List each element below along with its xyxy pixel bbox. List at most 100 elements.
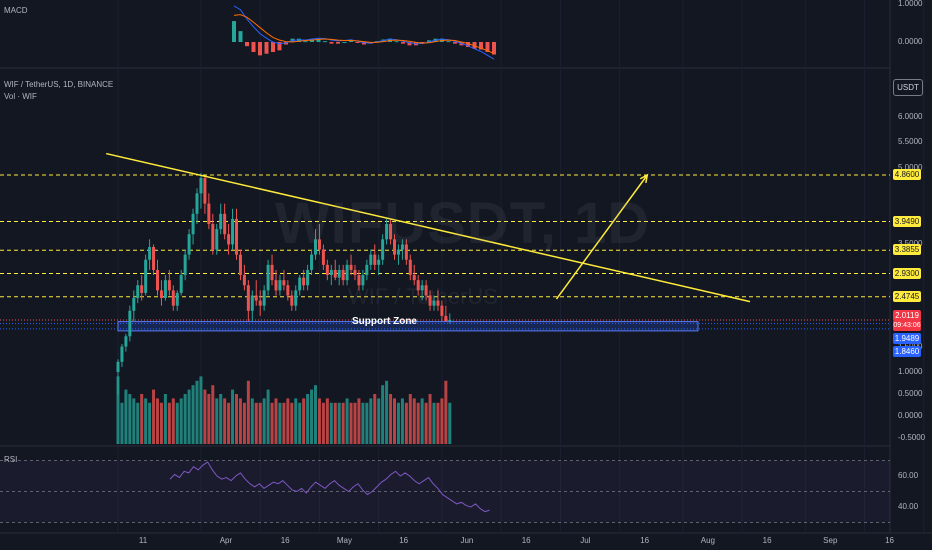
macd-histogram-bar <box>394 41 399 43</box>
candle-body <box>385 224 389 240</box>
volume-bar <box>345 398 349 444</box>
candle-body <box>448 319 452 321</box>
volume-legend: Vol · WIF <box>4 92 37 101</box>
symbol-watermark: WIFUSDT, 1D <box>275 191 651 256</box>
volume-bar <box>183 394 187 444</box>
price-axis-label: 5.5000 <box>898 137 923 147</box>
volume-bar <box>325 398 329 444</box>
candlesticks <box>116 172 452 396</box>
candle-body <box>136 285 140 299</box>
macd-histogram-bar <box>271 42 275 53</box>
candle-body <box>274 280 278 291</box>
volume-bar <box>179 398 183 444</box>
volume-bar <box>393 398 396 444</box>
macd-histogram-bar <box>407 42 412 46</box>
candle-body <box>369 254 373 265</box>
macd-histogram-bar <box>446 41 451 43</box>
volume-bar <box>377 398 381 444</box>
rsi-axis-label: 60.00 <box>898 471 919 480</box>
volume-bar <box>428 394 432 444</box>
volume-bar <box>389 394 393 444</box>
volume-bar <box>448 402 452 444</box>
candle-body <box>345 264 349 281</box>
volume-bar <box>144 398 148 444</box>
volume-bar <box>242 402 246 444</box>
volume-bar <box>238 398 242 444</box>
candle-body <box>286 285 290 296</box>
candle-body <box>432 300 436 306</box>
symbol-line[interactable]: WIF / TetherUS, 1D, BINANCE <box>4 80 114 89</box>
candle-body <box>317 239 321 250</box>
time-axis-label: Sep <box>823 536 838 545</box>
candle-body <box>290 295 294 306</box>
macd-axis-label: 0.0000 <box>898 37 923 46</box>
candle-body <box>266 264 270 291</box>
candle-body <box>258 300 262 306</box>
price-axis-label: 5.0000 <box>898 162 923 172</box>
macd-histogram-bar <box>492 42 496 55</box>
time-axis-label: 11 <box>138 536 148 545</box>
macd-histogram-bar <box>297 38 301 42</box>
candle-body <box>325 264 329 276</box>
volume-bar <box>329 402 333 444</box>
candle-body <box>242 275 246 286</box>
volume-bar <box>231 389 235 444</box>
volume-bar <box>175 402 179 444</box>
support-zone-rect <box>0 321 890 332</box>
candle-body <box>400 244 404 250</box>
candle-body <box>246 285 250 311</box>
currency-button[interactable]: USDT <box>893 79 923 96</box>
level-price-tag: 3.3855 <box>893 244 921 256</box>
candle-body <box>440 305 444 316</box>
macd-histogram-bar <box>466 42 470 48</box>
volume-bar <box>223 398 227 444</box>
candle-body <box>306 269 310 286</box>
macd-histogram-bar <box>232 21 236 42</box>
volume-bar <box>424 402 428 444</box>
volume-bar <box>227 402 231 444</box>
macd-histogram-bar <box>277 42 282 51</box>
candle-body <box>215 229 219 250</box>
volume-bar <box>187 389 191 444</box>
volume-bar <box>211 385 215 444</box>
candle-body <box>393 239 396 255</box>
price-axis-label: 3.5000 <box>898 239 922 248</box>
candle-body <box>404 244 408 260</box>
candle-body <box>159 290 163 299</box>
volume-bar <box>404 402 408 444</box>
candle-body <box>207 203 211 225</box>
volume-bar <box>136 402 140 444</box>
volume-bar <box>159 402 163 444</box>
candle-body <box>140 285 144 293</box>
volume-bar <box>258 402 262 444</box>
candle-body <box>396 249 400 255</box>
candle-body <box>428 295 432 306</box>
volume-bar <box>148 402 152 444</box>
macd-axis-label: 1.0000 <box>898 0 923 8</box>
time-axis-label: 16 <box>762 536 772 545</box>
candle-body <box>424 285 428 296</box>
candle-body <box>314 239 317 255</box>
volume-bar <box>416 402 420 444</box>
volume-bar <box>310 389 314 444</box>
macd-histogram-bar <box>238 31 243 42</box>
candle-body <box>195 193 199 214</box>
candle-body <box>365 264 369 276</box>
time-axis-label: Jun <box>460 536 474 545</box>
volume-bar <box>365 402 369 444</box>
volume-bar <box>171 398 175 444</box>
candle-body <box>436 300 440 306</box>
candle-body <box>357 275 361 286</box>
macd-histogram-bar <box>479 42 483 50</box>
volume-bar <box>282 402 286 444</box>
time-axis-label: 16 <box>521 536 531 545</box>
macd-histogram-bar <box>401 42 405 44</box>
macd-histogram-bar <box>316 39 321 42</box>
candle-body <box>337 269 341 278</box>
macd-histogram-bar <box>342 42 347 43</box>
volume-bar <box>199 376 203 444</box>
candle-body <box>341 269 345 281</box>
volume-bar <box>278 402 282 444</box>
macd-histogram-bar <box>310 39 314 42</box>
candle-body <box>389 224 393 240</box>
